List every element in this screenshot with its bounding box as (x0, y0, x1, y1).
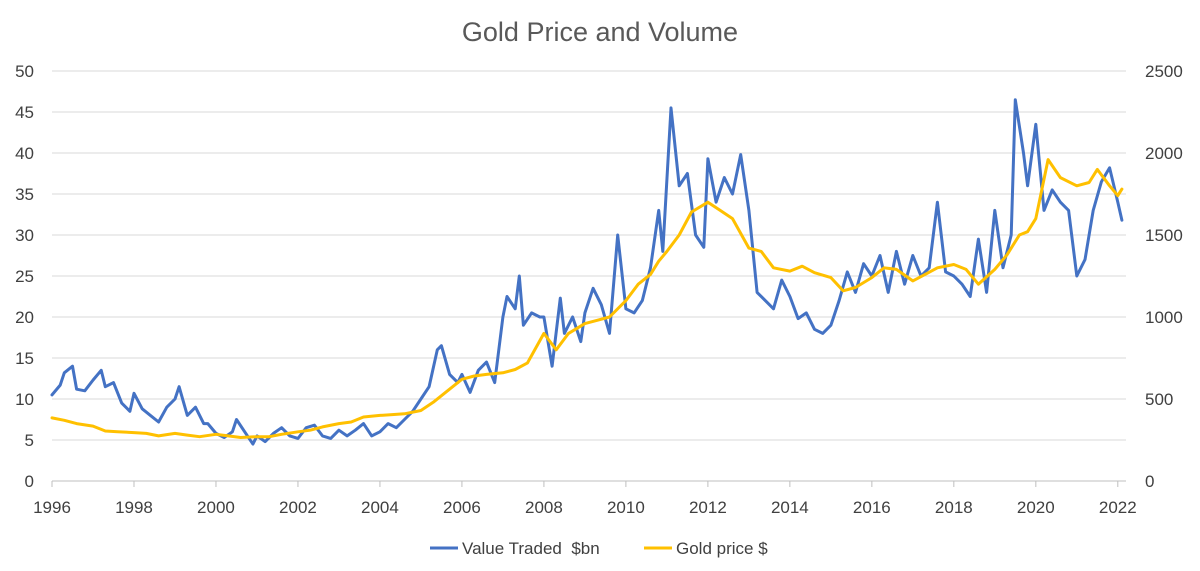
series-line-gold-price (50, 158, 1124, 439)
y-tick-label: 15 (15, 349, 34, 368)
y2-tick-label: 0 (1145, 472, 1154, 491)
y-tick-label: 25 (15, 267, 34, 286)
x-axis-ticks: 1996 1998 2000 2002 2004 2006 2008 2010 2012 2014… (33, 481, 1137, 517)
x-tick-label: 2008 (525, 498, 563, 517)
x-tick-label: 2010 (607, 498, 645, 517)
y-tick-label: 45 (15, 103, 34, 122)
legend: Value Traded $bn Gold price $ (430, 539, 768, 558)
y-tick-label: 10 (15, 390, 34, 409)
y-tick-label: 5 (25, 431, 34, 450)
series-lines (50, 98, 1124, 446)
x-tick-label: 2014 (771, 498, 809, 517)
y-tick-label: 0 (25, 472, 34, 491)
x-tick-label: 1998 (115, 498, 153, 517)
x-tick-label: 2020 (1017, 498, 1055, 517)
y2-tick-label: 2500 (1145, 62, 1183, 81)
chart-title: Gold Price and Volume (462, 17, 738, 47)
series-line-value-traded (50, 98, 1124, 446)
x-tick-label: 1996 (33, 498, 71, 517)
y2-tick-label: 1500 (1145, 226, 1183, 245)
x-tick-label: 2002 (279, 498, 317, 517)
legend-label-gold-price: Gold price $ (676, 539, 768, 558)
y-tick-label: 30 (15, 226, 34, 245)
x-tick-label: 2018 (935, 498, 973, 517)
left-axis-ticks: 0 5 10 15 20 25 30 35 40 45 50 (15, 62, 34, 491)
y2-tick-label: 1000 (1145, 308, 1183, 327)
right-axis-ticks: 0 500 1000 1500 2000 2500 (1145, 62, 1183, 491)
x-tick-label: 2022 (1099, 498, 1137, 517)
y-tick-label: 40 (15, 144, 34, 163)
y2-tick-label: 500 (1145, 390, 1173, 409)
x-tick-label: 2000 (197, 498, 235, 517)
gridlines (52, 70, 1126, 482)
legend-label-value-traded: Value Traded $bn (462, 539, 600, 558)
y2-tick-label: 2000 (1145, 144, 1183, 163)
x-tick-label: 2016 (853, 498, 891, 517)
y-tick-label: 20 (15, 308, 34, 327)
y-tick-label: 35 (15, 185, 34, 204)
x-tick-label: 2006 (443, 498, 481, 517)
x-tick-label: 2004 (361, 498, 399, 517)
x-tick-label: 2012 (689, 498, 727, 517)
y-tick-label: 50 (15, 62, 34, 81)
